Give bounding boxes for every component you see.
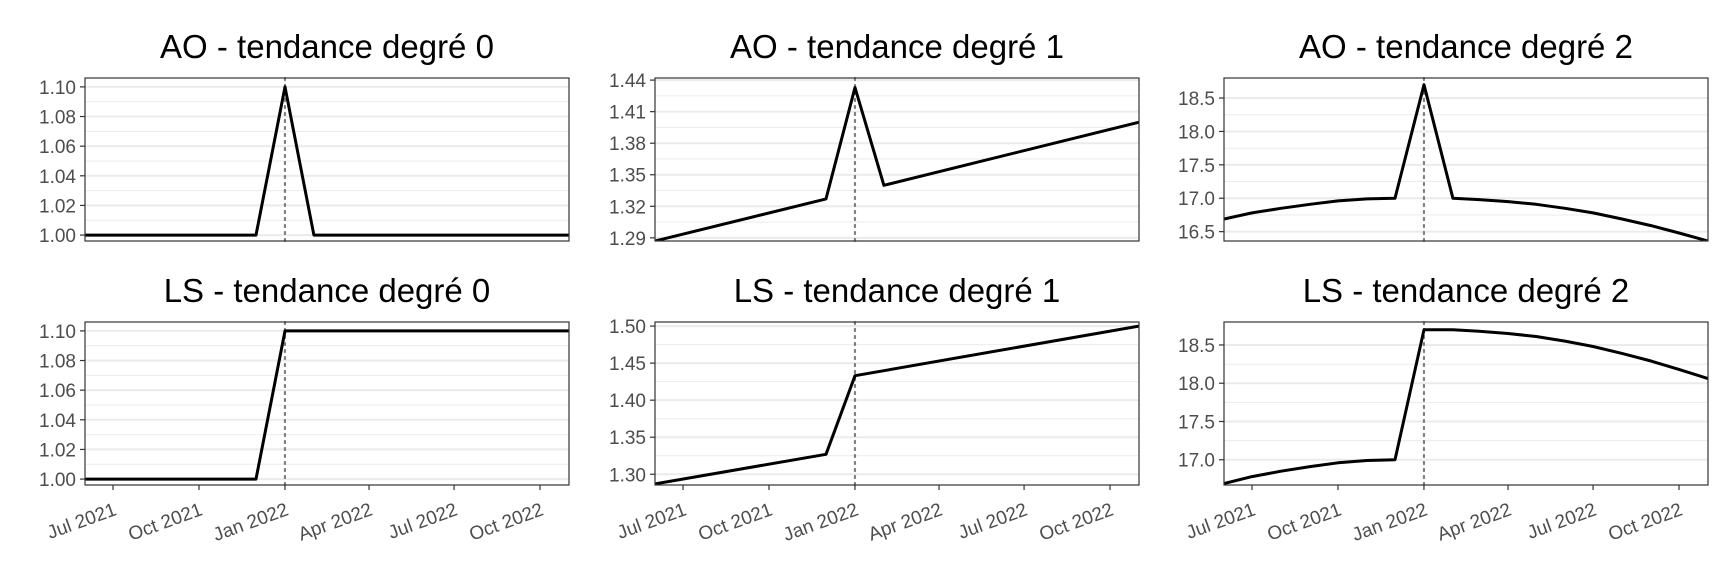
y-tick-label: 17.5 [1178,156,1215,177]
series-line [655,324,1139,485]
chart-title: LS - tendance degré 0 [164,272,491,309]
panel-border [654,321,1140,486]
y-tick-label: 1.04 [39,411,76,432]
chart-panel-5: LS - tendance degré 1 1.30 1.35 1.40 1.45 1.5… [609,272,1140,546]
chart-panel-2: AO - tendance degré 1 1.29 1.32 1.35 1.38 1.4… [609,28,1140,250]
panel-border [84,77,570,242]
series-line [85,85,569,237]
series-line [1224,83,1708,241]
y-tick-label: 1.10 [39,322,76,343]
panel-border [84,321,570,486]
y-tick-label: 1.08 [39,352,76,373]
x-tick-label: Jan 2022 [1350,499,1431,545]
x-tick-label: Oct 2022 [1606,499,1686,545]
series-line [85,329,569,481]
x-tick-label: Oct 2022 [1037,499,1117,545]
x-tick-label: Jul 2021 [1184,499,1259,543]
y-tick-label: 17.5 [1178,412,1215,433]
chart-title: AO - tendance degré 1 [730,28,1064,65]
y-tick-label: 1.00 [39,470,76,491]
panel-border [1223,321,1709,486]
x-tick-label: Jan 2022 [781,499,862,545]
y-tick-label: 1.32 [609,197,646,218]
panel-border [654,77,1140,242]
series-line [655,86,1139,241]
chart-panel-1: AO - tendance degré 0 1.00 1.02 1.04 1.06 1.0… [39,28,570,247]
x-tick-label: Oct 2021 [1265,499,1345,545]
x-tick-label: Jul 2022 [956,499,1031,543]
y-tick-label: 1.50 [609,317,646,338]
chart-title: LS - tendance degré 1 [734,272,1061,309]
chart-title: AO - tendance degré 2 [1299,28,1633,65]
x-tick-label: Oct 2021 [126,499,206,545]
y-tick-label: 1.41 [609,103,646,124]
x-tick-label: Jul 2021 [45,499,120,543]
y-tick-label: 1.06 [39,381,76,402]
y-tick-label: 18.5 [1178,89,1215,110]
y-tick-label: 1.35 [609,428,646,449]
y-tick-label: 1.44 [609,71,646,92]
x-tick-label: Apr 2022 [866,499,946,545]
x-tick-label: Jan 2022 [211,499,292,545]
y-tick-label: 17.0 [1178,189,1215,210]
x-tick-label: Apr 2022 [1435,499,1515,545]
x-tick-label: Oct 2021 [696,499,776,545]
chart-panel-4: LS - tendance degré 0 1.00 1.02 1.04 1.06 1.0… [39,272,570,546]
chart-title: LS - tendance degré 2 [1303,272,1630,309]
y-tick-label: 18.5 [1178,336,1215,357]
y-tick-label: 18.0 [1178,122,1215,143]
y-tick-label: 1.02 [39,196,76,217]
y-tick-label: 1.38 [609,134,646,155]
y-tick-label: 1.02 [39,440,76,461]
y-tick-label: 17.0 [1178,451,1215,472]
x-tick-label: Oct 2022 [467,499,547,545]
y-tick-label: 1.35 [609,166,646,187]
y-tick-label: 1.00 [39,226,76,247]
x-tick-label: Jul 2022 [386,499,461,543]
y-tick-label: 1.08 [39,108,76,129]
x-tick-label: Apr 2022 [296,499,376,545]
y-tick-label: 1.10 [39,78,76,99]
y-tick-label: 1.40 [609,391,646,412]
y-tick-label: 1.45 [609,354,646,375]
series-line [1224,328,1708,485]
y-tick-label: 1.30 [609,465,646,486]
y-tick-label: 16.5 [1178,223,1215,244]
y-tick-label: 1.06 [39,137,76,158]
y-tick-label: 1.04 [39,167,76,188]
x-tick-label: Jul 2021 [615,499,690,543]
chart-title: AO - tendance degré 0 [160,28,494,65]
panel-border [1223,77,1709,242]
chart-panel-3: AO - tendance degré 2 16.5 17.0 17.5 18.0 18.… [1178,28,1709,244]
y-tick-label: 18.0 [1178,374,1215,395]
chart-panel-6: LS - tendance degré 2 17.0 17.5 18.0 18.5 Jul… [1178,272,1709,546]
y-tick-label: 1.29 [609,229,646,250]
x-tick-label: Jul 2022 [1525,499,1600,543]
